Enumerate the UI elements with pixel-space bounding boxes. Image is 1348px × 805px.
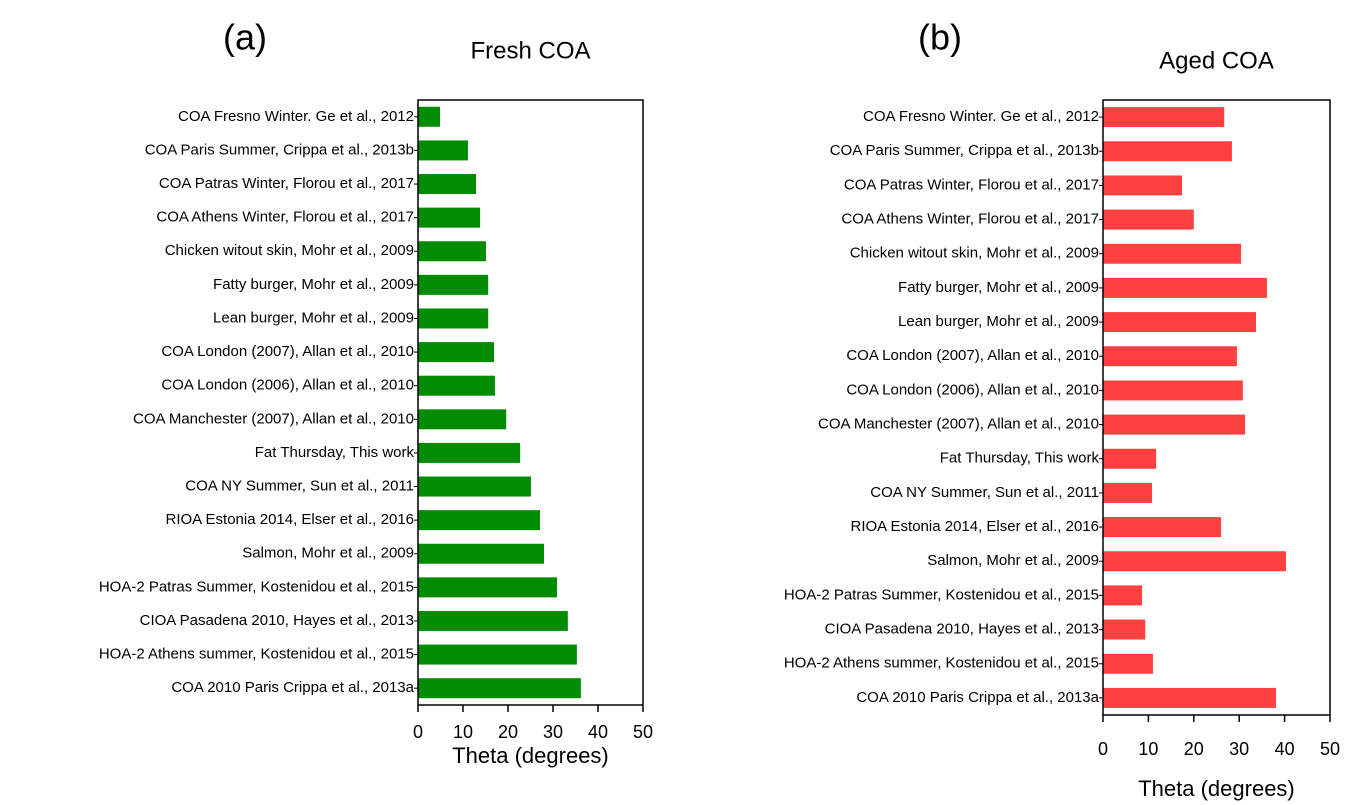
category-label: COA Patras Winter, Florou et al., 2017 bbox=[844, 176, 1099, 193]
bar bbox=[418, 543, 544, 564]
category-label: Fatty burger, Mohr et al., 2009 bbox=[898, 279, 1099, 296]
category-label: COA Paris Summer, Crippa et al., 2013b bbox=[145, 141, 414, 158]
bar bbox=[1103, 175, 1182, 196]
x-tick-label: 0 bbox=[413, 722, 423, 742]
bar bbox=[1103, 346, 1237, 367]
x-tick-label: 30 bbox=[543, 722, 563, 742]
bar bbox=[1103, 312, 1256, 333]
category-label: Chicken witout skin, Mohr et al., 2009 bbox=[165, 242, 414, 259]
bar bbox=[418, 510, 540, 531]
category-label: COA Manchester (2007), Allan et al., 201… bbox=[818, 416, 1099, 433]
panel-label: (b) bbox=[918, 17, 962, 58]
x-tick-label: 30 bbox=[1229, 739, 1249, 759]
bar bbox=[1103, 482, 1153, 503]
category-label: COA NY Summer, Sun et al., 2011 bbox=[870, 484, 1099, 501]
category-label: Fatty burger, Mohr et al., 2009 bbox=[213, 276, 414, 293]
category-label: Salmon, Mohr et al., 2009 bbox=[242, 545, 414, 562]
bar bbox=[418, 644, 577, 665]
x-tick-label: 10 bbox=[1138, 739, 1158, 759]
category-label: COA Fresno Winter. Ge et al., 2012 bbox=[178, 108, 414, 125]
bar bbox=[1103, 448, 1157, 469]
bar bbox=[418, 207, 481, 228]
bar bbox=[418, 409, 507, 430]
category-label: Chicken witout skin, Mohr et al., 2009 bbox=[850, 245, 1099, 262]
plot-frame bbox=[1102, 99, 1331, 716]
category-label: RIOA Estonia 2014, Elser et al., 2016 bbox=[166, 511, 414, 528]
category-label: HOA-2 Athens summer, Kostenidou et al., … bbox=[99, 646, 414, 663]
bar bbox=[418, 241, 486, 262]
bar bbox=[418, 577, 558, 598]
chart-title: Aged COA bbox=[1159, 47, 1274, 74]
bar bbox=[418, 442, 521, 463]
category-label: Lean burger, Mohr et al., 2009 bbox=[898, 313, 1099, 330]
category-label: COA NY Summer, Sun et al., 2011 bbox=[185, 477, 414, 494]
category-label: CIOA Pasadena 2010, Hayes et al., 2013 bbox=[825, 621, 1099, 638]
bar bbox=[1103, 619, 1146, 640]
category-label: COA 2010 Paris Crippa et al., 2013a bbox=[856, 689, 1099, 706]
x-tick-label: 40 bbox=[588, 722, 608, 742]
category-label: HOA-2 Patras Summer, Kostenidou et al., … bbox=[99, 578, 414, 595]
category-label: COA London (2006), Allan et al., 2010 bbox=[161, 377, 414, 394]
category-label: COA 2010 Paris Crippa et al., 2013a bbox=[171, 679, 414, 696]
category-label: COA Athens Winter, Florou et al., 2017 bbox=[156, 209, 414, 226]
bar bbox=[418, 342, 495, 363]
x-tick-label: 10 bbox=[453, 722, 473, 742]
bar bbox=[1103, 517, 1222, 538]
bar bbox=[418, 174, 477, 195]
category-label: COA Athens Winter, Florou et al., 2017 bbox=[841, 211, 1099, 228]
bar bbox=[1103, 653, 1153, 674]
x-tick-label: 50 bbox=[1320, 739, 1340, 759]
category-label: HOA-2 Patras Summer, Kostenidou et al., … bbox=[784, 586, 1099, 603]
bar bbox=[1103, 243, 1242, 264]
x-axis-label: Theta (degrees) bbox=[1138, 776, 1295, 801]
bar bbox=[1103, 209, 1194, 230]
bar bbox=[418, 140, 468, 161]
bar bbox=[418, 375, 495, 396]
category-label: COA Patras Winter, Florou et al., 2017 bbox=[159, 175, 414, 192]
bar bbox=[418, 610, 568, 631]
bar bbox=[418, 308, 489, 329]
bar bbox=[418, 678, 581, 699]
bar bbox=[1103, 380, 1243, 401]
x-tick-label: 0 bbox=[1098, 739, 1108, 759]
category-label: COA Manchester (2007), Allan et al., 201… bbox=[133, 410, 414, 427]
category-label: COA London (2007), Allan et al., 2010 bbox=[846, 347, 1099, 364]
category-label: COA London (2006), Allan et al., 2010 bbox=[846, 381, 1099, 398]
category-label: Lean burger, Mohr et al., 2009 bbox=[213, 309, 414, 326]
bar bbox=[418, 106, 441, 127]
category-label: HOA-2 Athens summer, Kostenidou et al., … bbox=[784, 655, 1099, 672]
bar bbox=[1103, 414, 1246, 435]
panel-label: (a) bbox=[223, 17, 267, 58]
category-label: COA Paris Summer, Crippa et al., 2013b bbox=[830, 142, 1099, 159]
bar bbox=[1103, 141, 1232, 162]
x-tick-label: 20 bbox=[498, 722, 518, 742]
x-axis-label: Theta (degrees) bbox=[452, 743, 609, 768]
bar bbox=[1103, 687, 1276, 708]
x-tick-label: 50 bbox=[633, 722, 653, 742]
category-label: Fat Thursday, This work bbox=[255, 444, 415, 461]
bar bbox=[418, 476, 531, 497]
x-tick-label: 20 bbox=[1184, 739, 1204, 759]
x-tick-label: 40 bbox=[1275, 739, 1295, 759]
category-label: Salmon, Mohr et al., 2009 bbox=[927, 552, 1099, 569]
bar bbox=[1103, 585, 1143, 606]
category-label: Fat Thursday, This work bbox=[940, 450, 1100, 467]
category-label: COA London (2007), Allan et al., 2010 bbox=[161, 343, 414, 360]
bar bbox=[1103, 107, 1225, 128]
bar bbox=[1103, 551, 1286, 572]
category-label: COA Fresno Winter. Ge et al., 2012 bbox=[863, 108, 1099, 125]
bar bbox=[1103, 277, 1267, 298]
chart-title: Fresh COA bbox=[470, 37, 590, 64]
category-label: CIOA Pasadena 2010, Hayes et al., 2013 bbox=[140, 612, 414, 629]
plot-frame bbox=[417, 99, 644, 706]
category-label: RIOA Estonia 2014, Elser et al., 2016 bbox=[851, 518, 1099, 535]
bar bbox=[418, 274, 489, 295]
